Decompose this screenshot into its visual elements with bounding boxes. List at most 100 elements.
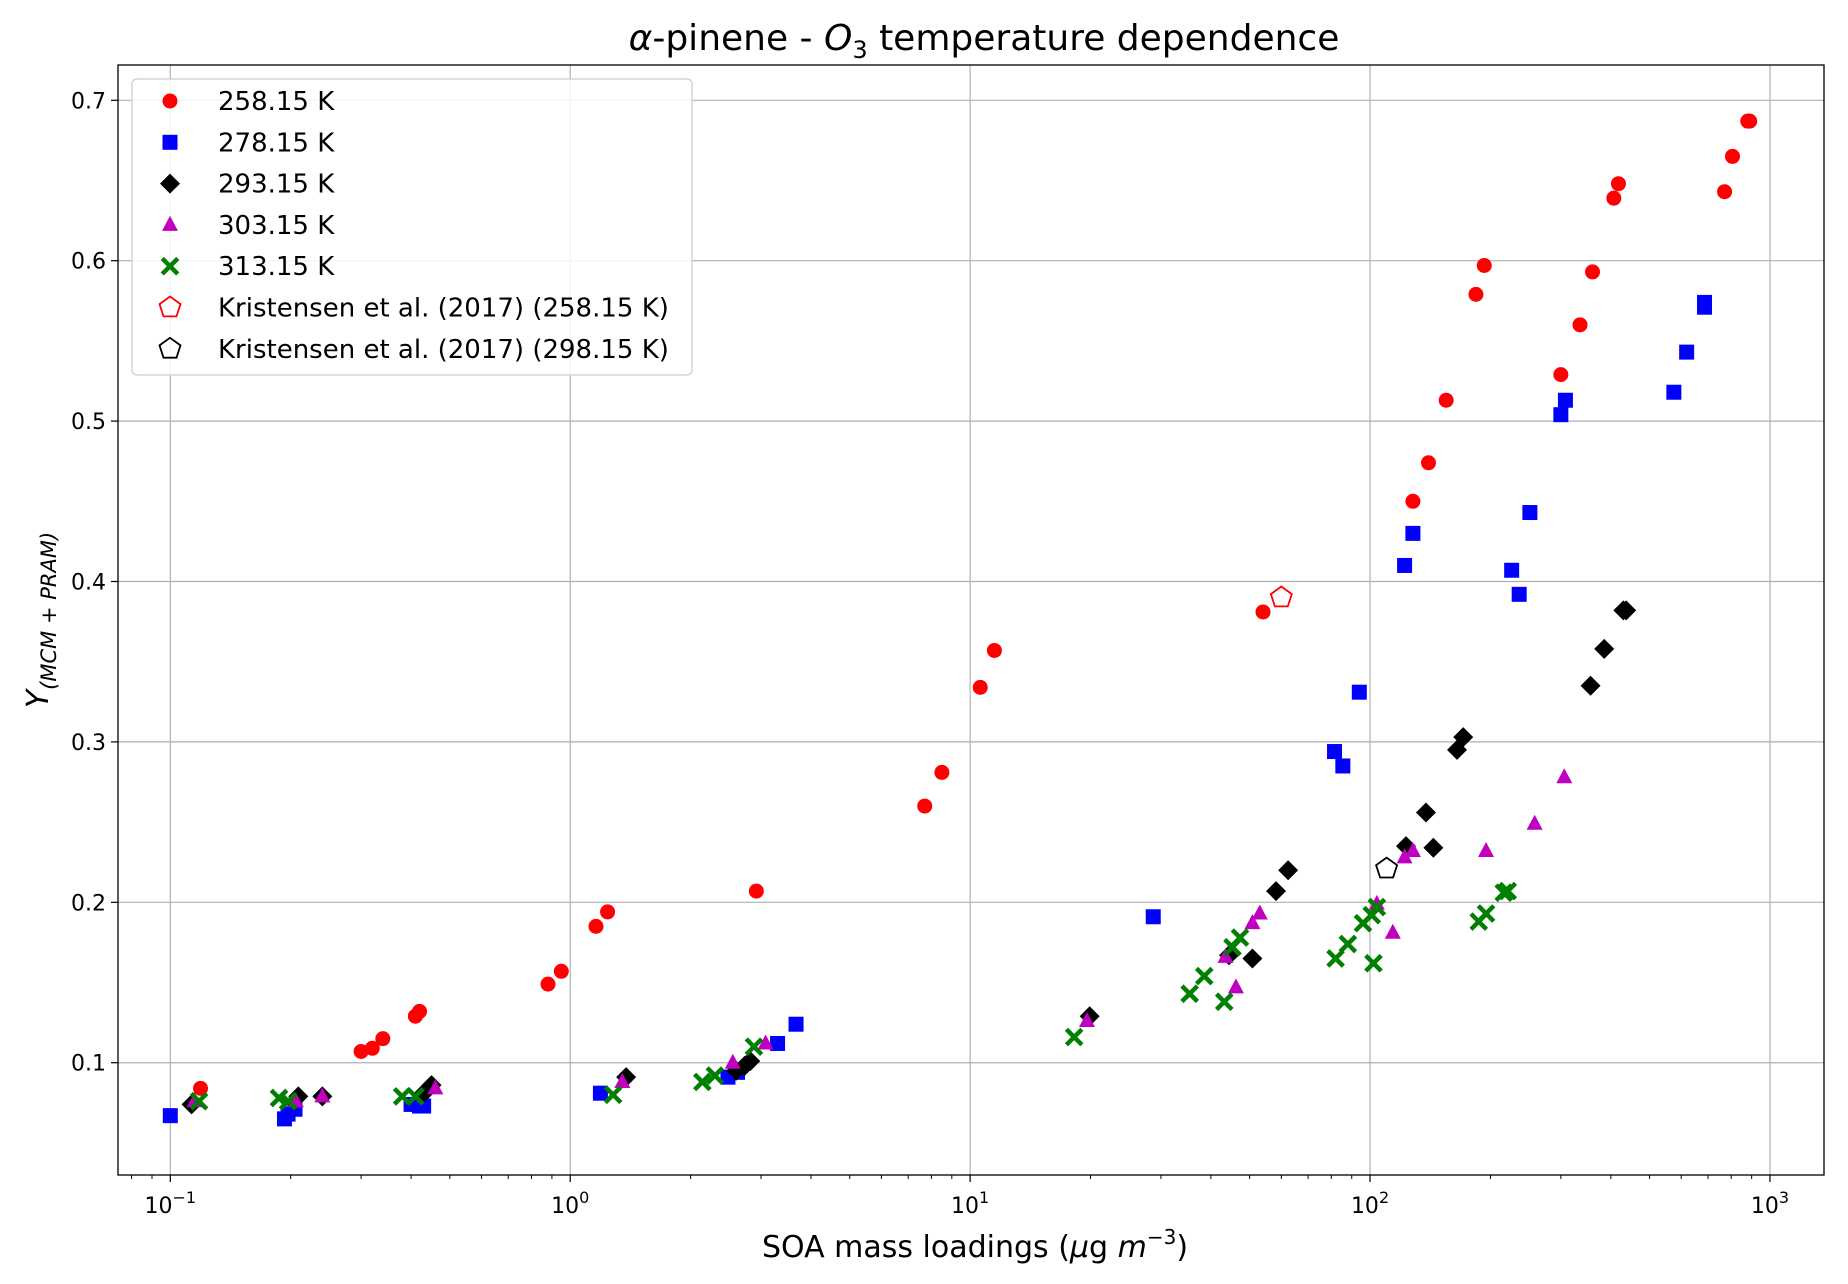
data-point [1610,176,1626,192]
data-point [788,1016,804,1032]
legend-marker [162,93,178,109]
data-point [588,918,604,934]
data-point [1438,392,1454,408]
x-tick-label: 101 [951,1188,989,1219]
data-point [1255,604,1271,620]
data-point [1478,841,1495,857]
data-point [1476,904,1496,923]
data-point [724,1053,741,1069]
legend-marker [158,336,182,359]
x-tick-label: 100 [551,1188,589,1219]
plot-frame [117,64,1825,1176]
data-point [364,1040,380,1056]
data-point [1404,841,1421,857]
y-tick-label: 0.2 [71,891,106,916]
data-point [375,1031,391,1047]
series-6 [1375,856,1399,879]
data-point [1511,586,1527,602]
series-0 [193,113,1758,1096]
data-point [1396,848,1413,864]
data-point [1338,934,1358,954]
data-point [392,1087,412,1106]
data-point [748,883,764,899]
data-point [1327,744,1343,760]
data-point [603,1085,623,1105]
legend-marker [160,256,180,276]
data-point [162,1108,178,1124]
x-axis-label: SOA mass loadings (μg m−3) [762,1225,1188,1265]
data-point [1553,367,1569,383]
data-point [744,1037,764,1057]
y-tick-label: 0.1 [71,1052,106,1077]
data-point [740,1051,761,1072]
data-point [1580,675,1601,696]
x-tick-label: 102 [1351,1188,1389,1219]
data-point [600,904,616,920]
data-point [314,1087,331,1103]
data-point [705,1066,725,1085]
legend-label: 303.15 K [218,211,335,241]
data-point [1415,802,1436,823]
data-point [1194,966,1214,986]
data-point [1572,317,1588,333]
data-point [278,1091,298,1111]
series-3 [186,768,1573,1108]
data-point [1230,928,1250,947]
data-point [1679,344,1695,360]
data-point [1079,1006,1100,1027]
legend-label: Kristensen et al. (2017) (298.15 K) [218,335,669,365]
data-point [1498,881,1518,901]
legend: 258.15 K 278.15 K 293.15 K 303.15 K 313.15 K… [131,78,693,376]
legend-box [131,78,693,376]
data-point [1666,384,1682,400]
data-point [1556,768,1573,784]
data-point [1367,897,1387,917]
legend-marker [160,173,180,194]
data-point [1351,684,1367,700]
series-4 [189,881,1518,1111]
data-point [1251,904,1268,920]
data-point [1522,505,1538,521]
data-point [1594,638,1615,659]
axis-ticks: 10−1 100 101 102 103 0.1 0.2 0.3 0.4 0.5 0.6 0.7 [71,89,1789,1219]
data-point [1553,407,1569,423]
data-point [406,1087,425,1106]
legend-label: 258.15 K [218,87,335,117]
y-tick-label: 0.4 [71,571,106,596]
data-point [1606,190,1622,206]
data-point [1064,1027,1084,1047]
data-points [162,113,1758,1127]
data-point [1725,148,1741,164]
data-point [972,679,988,695]
data-point [1180,984,1200,1004]
data-point [757,1034,774,1050]
data-point [189,1091,209,1111]
data-point [412,1003,428,1019]
data-point [1079,1012,1096,1028]
y-tick-label: 0.3 [71,731,106,756]
y-tick-label: 0.6 [71,250,106,275]
data-point [1335,758,1351,774]
data-point [1266,881,1287,902]
data-point [1697,294,1713,310]
series-1 [162,294,1713,1127]
data-point [1278,860,1299,881]
data-point [193,1080,209,1096]
data-point [1326,949,1345,968]
legend-marker [162,134,178,150]
x-tick-label: 10−1 [144,1188,196,1219]
data-point [1468,286,1484,302]
data-point [1145,909,1161,925]
data-point [770,1035,786,1051]
data-point [1214,992,1234,1012]
data-point [1364,953,1383,973]
data-point [1585,264,1601,280]
data-point [1616,600,1637,621]
data-point [592,1085,608,1101]
data-point [693,1072,712,1092]
data-point [1405,493,1421,509]
legend-marker [158,295,182,318]
data-point [1557,392,1573,408]
legend-label: Kristensen et al. (2017) (258.15 K) [218,294,669,324]
